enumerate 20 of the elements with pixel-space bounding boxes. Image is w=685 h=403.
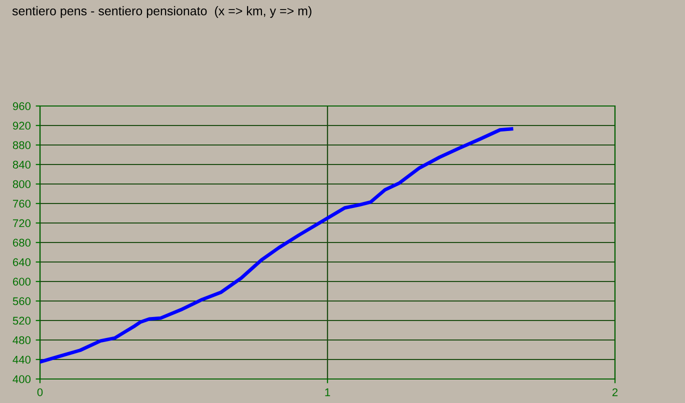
y-tick-label: 600 (13, 278, 31, 286)
x-tick-label: 1 (325, 388, 330, 396)
line-series (40, 127, 514, 364)
y-tick-label: 960 (12, 102, 31, 110)
y-tick-label: 720 (13, 219, 31, 228)
y-tick-label: 480 (12, 336, 31, 344)
y-tick-label: 400 (12, 375, 31, 384)
x-tick-label: 2 (612, 388, 618, 396)
y-tick-label: 520 (12, 316, 31, 325)
y-tick-label: 440 (12, 356, 31, 364)
y-tick-label: 760 (13, 200, 31, 208)
chart-title: sentiero pens - sentiero pensionato (x => km, y => m) (12, 6, 312, 18)
y-tick-label: 840 (12, 160, 31, 169)
x-tick-label: 0 (37, 388, 43, 396)
y-tick-label: 680 (13, 238, 31, 247)
y-tick-label: 880 (12, 141, 31, 150)
y-tick-label: 640 (13, 258, 31, 266)
y-tick-label: 920 (12, 122, 31, 130)
y-tick-label: 560 (12, 297, 31, 306)
y-tick-label: 800 (12, 180, 31, 188)
